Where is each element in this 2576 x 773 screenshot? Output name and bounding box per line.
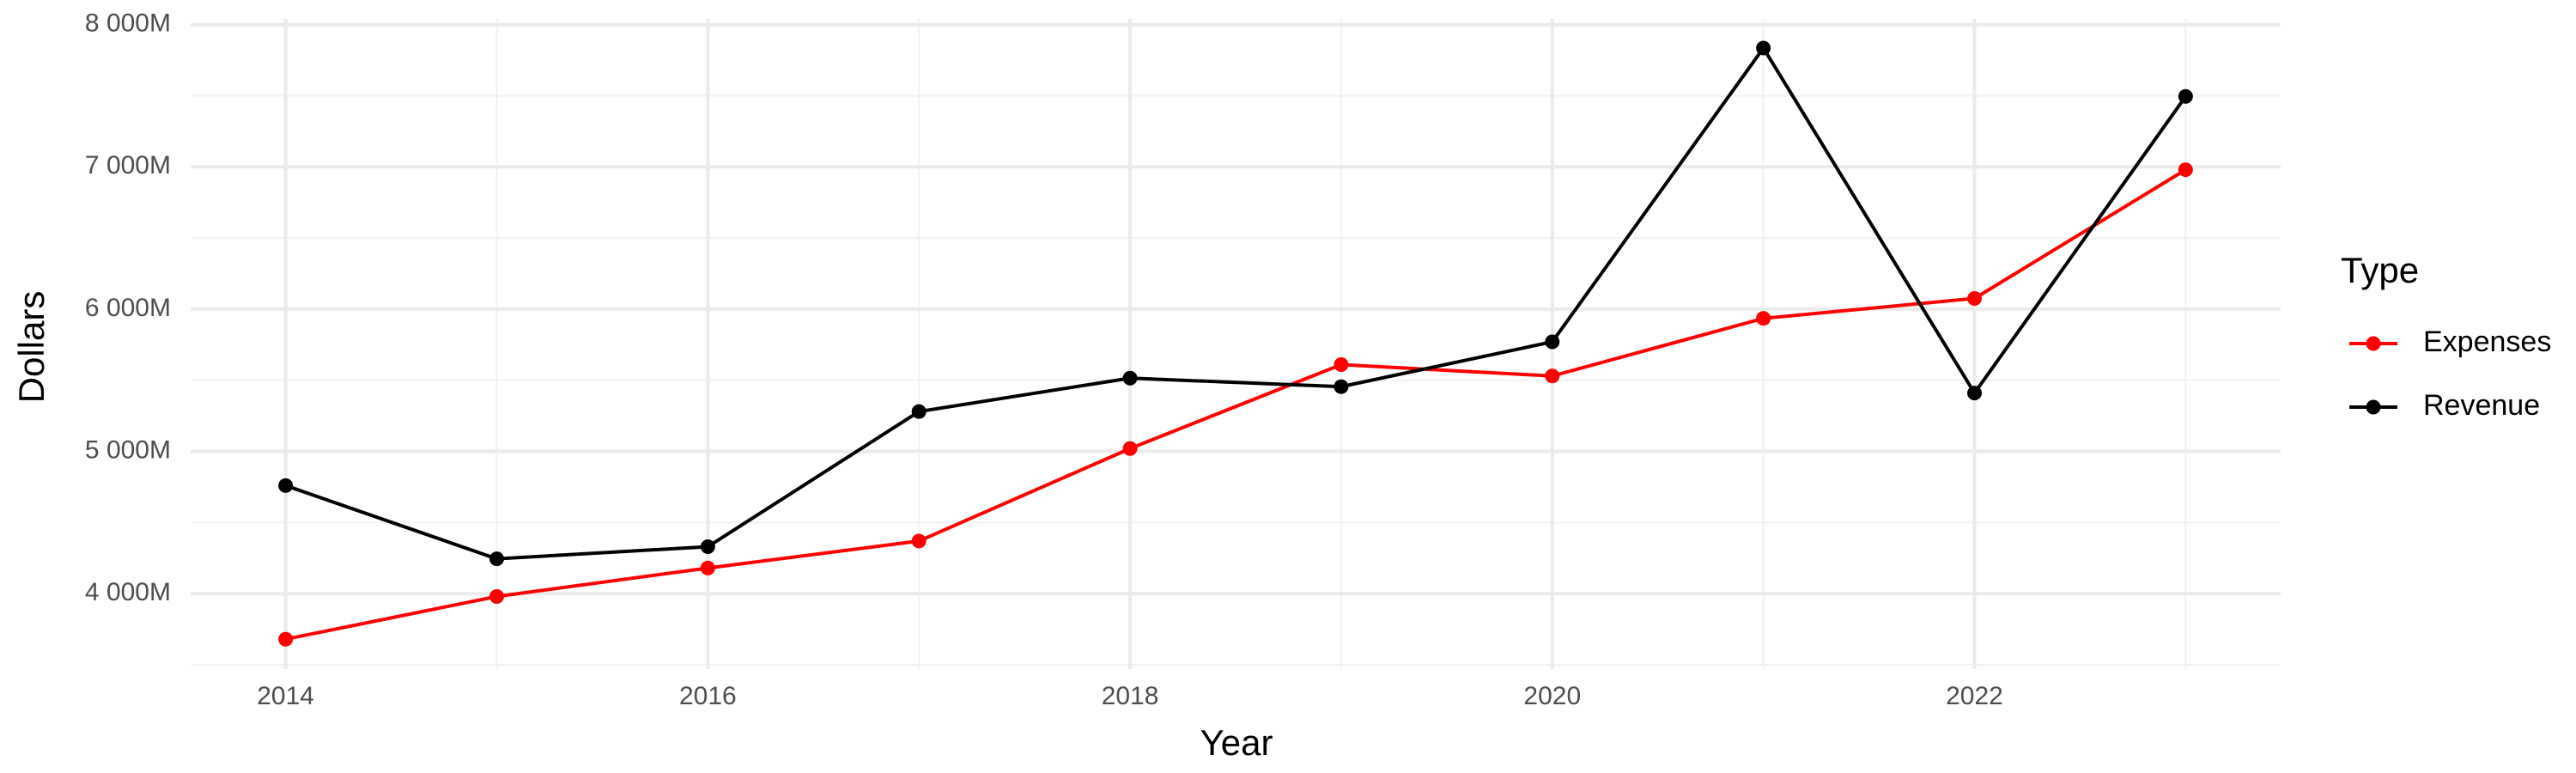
y-tick-label: 4 000M xyxy=(85,578,171,606)
data-point xyxy=(700,560,715,575)
data-point xyxy=(700,539,715,555)
x-tick-label: 2018 xyxy=(1102,682,1159,710)
y-tick-label: 6 000M xyxy=(85,294,171,322)
data-point xyxy=(1122,441,1138,456)
legend-title: Type xyxy=(2341,250,2419,290)
data-point xyxy=(1756,311,1771,326)
x-tick-label: 2016 xyxy=(679,682,737,710)
grid xyxy=(191,19,2281,669)
data-point xyxy=(1545,334,1560,350)
data-point xyxy=(1334,357,1349,373)
legend-label: Revenue xyxy=(2423,389,2540,422)
data-point xyxy=(1756,40,1771,56)
data-point xyxy=(278,631,294,647)
data-point xyxy=(1334,379,1349,394)
y-tick-label: 7 000M xyxy=(85,151,171,180)
data-point xyxy=(911,404,927,419)
data-point xyxy=(489,551,504,567)
legend-label: Expenses xyxy=(2423,326,2551,358)
x-tick-label: 2014 xyxy=(257,682,314,710)
data-point xyxy=(911,533,927,549)
x-axis-title: Year xyxy=(1200,722,1273,763)
series-line xyxy=(285,167,2187,642)
data-point xyxy=(2178,162,2193,178)
series-line xyxy=(284,45,2187,561)
data-point xyxy=(278,478,294,493)
y-axis-title: Dollars xyxy=(11,291,52,404)
data-point xyxy=(1545,368,1560,384)
legend-key-point xyxy=(2366,399,2381,415)
legend-key-point xyxy=(2366,336,2381,351)
data-point xyxy=(2178,88,2193,104)
data-point xyxy=(1967,386,1983,401)
x-tick-label: 2022 xyxy=(1946,682,2003,710)
data-point xyxy=(1122,370,1138,386)
data-point xyxy=(489,589,504,605)
y-tick-label: 8 000M xyxy=(85,9,171,38)
y-tick-label: 5 000M xyxy=(85,435,171,464)
data-point xyxy=(1967,290,1983,306)
x-tick-label: 2020 xyxy=(1523,682,1581,710)
